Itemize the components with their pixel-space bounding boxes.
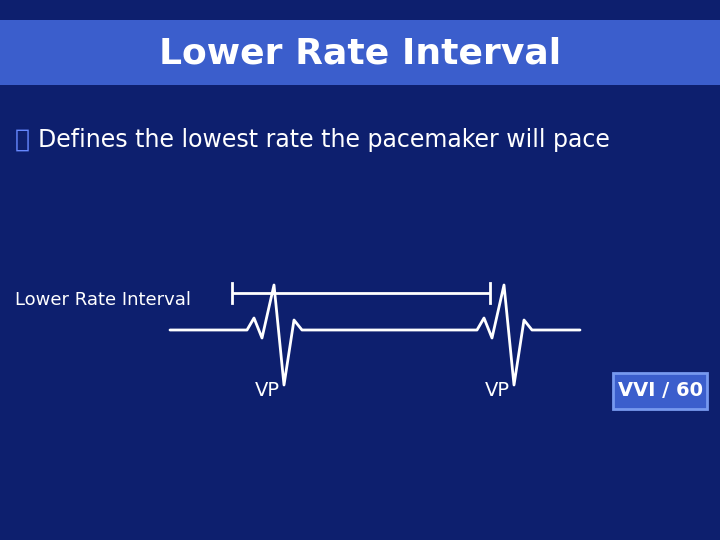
Text: Defines the lowest rate the pacemaker will pace: Defines the lowest rate the pacemaker wi… — [38, 128, 610, 152]
Text: Lower Rate Interval: Lower Rate Interval — [159, 36, 561, 70]
FancyBboxPatch shape — [0, 20, 720, 85]
Text: ⍣: ⍣ — [14, 128, 30, 152]
Text: Lower Rate Interval: Lower Rate Interval — [15, 291, 191, 309]
Text: VP: VP — [254, 381, 279, 400]
Text: VVI / 60: VVI / 60 — [618, 381, 703, 401]
FancyBboxPatch shape — [613, 373, 707, 409]
Text: VP: VP — [485, 381, 510, 400]
